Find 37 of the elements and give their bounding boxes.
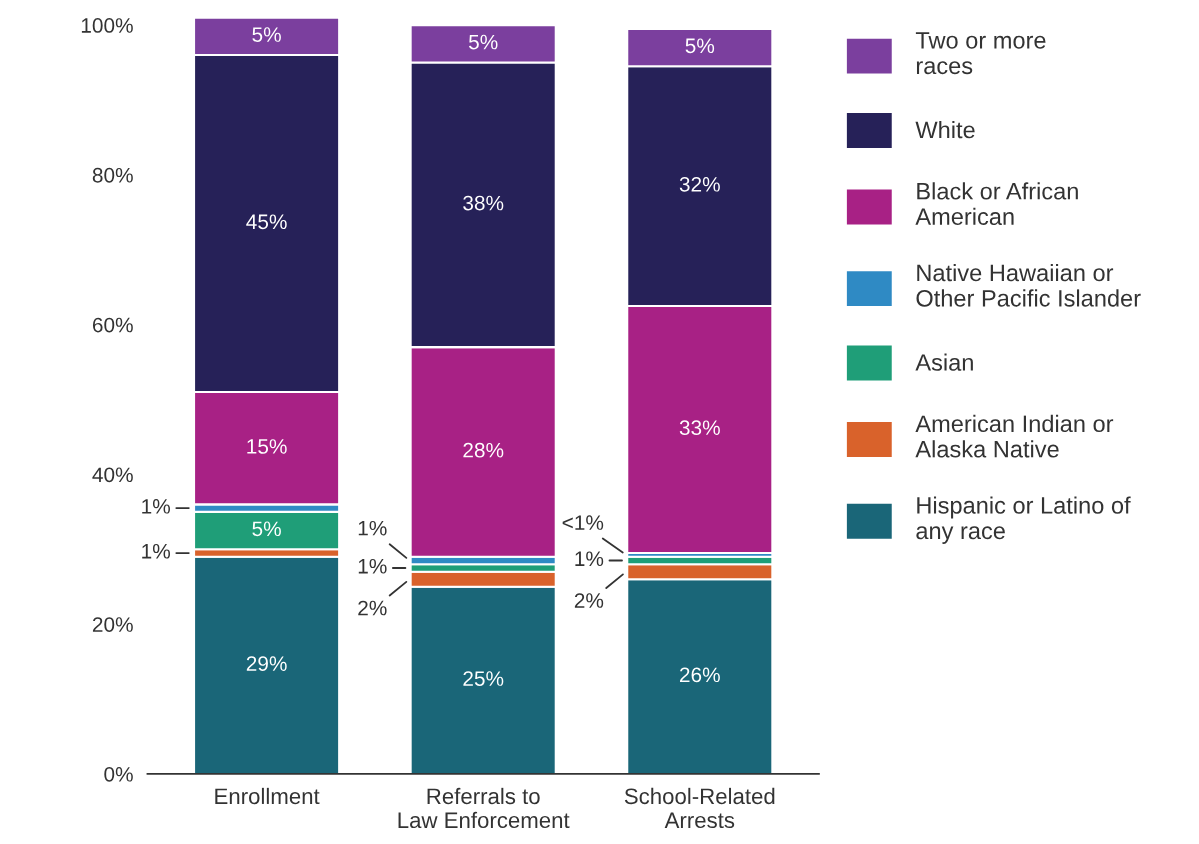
- legend-label: Black or African American: [915, 182, 1078, 226]
- y-tick-label: 20%: [92, 617, 133, 632]
- data-label: 5%: [685, 38, 715, 54]
- data-label: 32%: [679, 176, 720, 192]
- data-label: 5%: [468, 34, 498, 50]
- legend-label: Asian: [915, 353, 973, 371]
- x-tick-label: School-Related Arrests: [624, 787, 775, 829]
- data-label: 15%: [247, 439, 287, 454]
- data-label: 1%: [358, 520, 387, 536]
- data-label: 28%: [463, 442, 504, 458]
- data-label: <1%: [562, 515, 604, 530]
- y-tick-label: 0%: [104, 766, 133, 782]
- legend-label: American Indian or Alaska Native: [915, 414, 1114, 458]
- legend-label: Two or more races: [915, 32, 1046, 75]
- data-label: 1%: [142, 499, 170, 514]
- data-label: 5%: [252, 27, 281, 42]
- data-label: 1%: [142, 543, 170, 559]
- x-tick-label: Enrollment: [215, 787, 320, 805]
- data-label: 33%: [679, 420, 720, 436]
- x-tick-label: Referrals to Law Enforcement: [398, 787, 570, 829]
- data-label: 2%: [574, 593, 604, 608]
- y-tick-label: 40%: [92, 467, 133, 483]
- data-label: 26%: [679, 667, 720, 683]
- y-tick-label: 80%: [92, 167, 133, 183]
- data-label: 1%: [575, 551, 604, 567]
- y-tick-label: 60%: [92, 317, 133, 333]
- data-label: 1%: [358, 558, 387, 574]
- y-tick-label: 100%: [81, 18, 133, 33]
- legend-label: White: [915, 120, 975, 139]
- data-label: 5%: [252, 521, 281, 537]
- data-label: 29%: [246, 656, 287, 671]
- data-label: 2%: [358, 600, 387, 616]
- data-label: 38%: [463, 195, 504, 211]
- legend-label: Native Hawaiian or Other Pacific Islander: [916, 263, 1141, 307]
- data-label: 45%: [246, 214, 287, 230]
- data-label: 25%: [463, 671, 504, 686]
- legend-label: Hispanic or Latino of any race: [916, 496, 1131, 544]
